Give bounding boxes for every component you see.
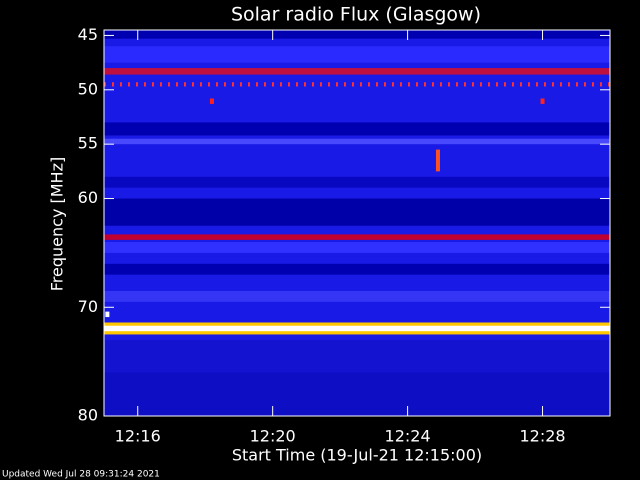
y-tick-label: 80 xyxy=(78,406,98,425)
plot-frame xyxy=(103,29,611,417)
frequency-band xyxy=(104,325,610,332)
frequency-band xyxy=(104,68,610,75)
x-tick-label: 12:16 xyxy=(115,427,161,446)
frequency-band xyxy=(104,290,610,302)
y-tick-label: 45 xyxy=(78,25,98,44)
burst xyxy=(540,98,545,104)
frequency-band xyxy=(104,263,610,275)
frequency-band xyxy=(104,198,610,226)
y-tick-label: 60 xyxy=(78,188,98,207)
frequency-band xyxy=(104,339,610,373)
burst xyxy=(435,149,440,172)
y-tick-label: 70 xyxy=(78,297,98,316)
frequency-band xyxy=(104,372,610,416)
frequency-band xyxy=(104,138,610,145)
frequency-band xyxy=(104,122,610,136)
y-tick-label: 55 xyxy=(78,134,98,153)
y-axis-label: Frequency [MHz] xyxy=(48,157,67,291)
y-tick-label: 50 xyxy=(78,79,98,98)
frequency-band xyxy=(104,30,610,39)
footer: Updated Wed Jul 28 09:31:24 2021 xyxy=(2,470,160,480)
x-tick-label: 12:24 xyxy=(385,427,431,446)
frequency-band xyxy=(104,234,610,240)
burst xyxy=(105,311,110,318)
chart-title: Solar radio Flux (Glasgow) xyxy=(231,4,481,26)
x-axis-label: Start Time (19-Jul-21 12:15:00) xyxy=(232,446,482,465)
burst xyxy=(209,98,214,104)
frequency-band xyxy=(104,176,610,188)
x-tick-label: 12:28 xyxy=(519,427,565,446)
frequency-band xyxy=(104,242,610,253)
x-tick-label: 12:20 xyxy=(250,427,296,446)
frequency-band xyxy=(104,46,610,63)
